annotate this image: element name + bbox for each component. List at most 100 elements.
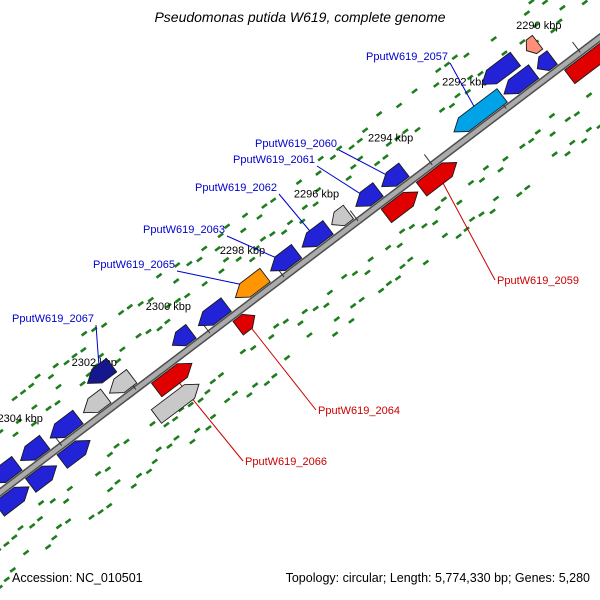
gc-plot-dash (455, 233, 462, 240)
gc-plot-dash (282, 318, 290, 325)
gc-plot-dash (463, 52, 470, 59)
gc-plot-dash (551, 151, 558, 158)
gene-arrow-PputW619_2057[interactable] (453, 88, 508, 133)
gc-plot-dash (402, 128, 409, 135)
gene-label-PputW619_2061[interactable]: PputW619_2061 (233, 154, 315, 166)
gene-arrow[interactable] (150, 383, 200, 424)
gene-arrow[interactable] (0, 486, 30, 517)
gene-arrow[interactable] (503, 64, 540, 95)
gene-arrow-PputW619_2067[interactable] (86, 357, 118, 384)
gc-plot-dash (301, 204, 309, 211)
gc-plot-dash (396, 242, 404, 249)
gc-plot-dash (209, 378, 217, 385)
gc-plot-dash (253, 245, 260, 251)
gc-plot-dash (10, 534, 18, 541)
gc-plot-dash (283, 354, 291, 361)
gc-plot-dash (351, 270, 359, 277)
gc-plot-dash (36, 515, 44, 522)
gc-plot-dash (105, 502, 113, 509)
gc-plot-dash (515, 191, 523, 198)
gene-arrow-PputW619_2061[interactable] (355, 182, 384, 207)
gc-plot-dash (361, 127, 369, 134)
gene-arrow[interactable] (49, 409, 84, 439)
gc-plot-dash (251, 382, 259, 389)
gc-plot-dash (201, 280, 209, 287)
gene-arrow-PputW619_2060[interactable] (381, 162, 410, 188)
label-leader-line (316, 165, 368, 199)
gene-arrow[interactable] (19, 434, 51, 461)
gene-arrow[interactable] (481, 51, 522, 85)
gc-plot-dash (384, 244, 392, 251)
gene-arrow-PputW619_2063[interactable] (269, 243, 303, 272)
gc-plot-dash (271, 372, 278, 379)
gc-plot-dash (568, 139, 576, 146)
gc-plot-dash (50, 534, 58, 541)
gc-plot-dash (27, 382, 35, 389)
gene-label-PputW619_2057[interactable]: PputW619_2057 (366, 51, 448, 63)
gene-arrow[interactable] (197, 297, 232, 327)
gc-plot-dash (414, 126, 421, 133)
gc-plot-dash (239, 227, 247, 234)
gene-arrow[interactable] (24, 465, 58, 493)
gc-plot-dash (197, 397, 204, 404)
gc-plot-dash (163, 318, 171, 325)
gc-plot-dash (532, 22, 540, 29)
gc-plot-dash (395, 102, 403, 109)
gc-plot-dash (15, 418, 23, 425)
label-leader-line (246, 321, 317, 411)
gc-plot-dash (123, 438, 130, 445)
gene-arrow-PputW619_2062[interactable] (301, 219, 334, 248)
gene-arrow-PputW619_2066[interactable] (150, 362, 193, 398)
gene-arrow[interactable] (108, 368, 138, 394)
gc-plot-dash (267, 333, 275, 340)
gc-plot-dash (106, 486, 114, 493)
gc-plot-dash (187, 401, 194, 408)
gene-arrow[interactable] (536, 50, 558, 71)
gc-plot-dash (492, 195, 500, 202)
gene-label-PputW619_2064[interactable]: PputW619_2064 (318, 405, 400, 417)
gene-label-PputW619_2066[interactable]: PputW619_2066 (245, 456, 327, 468)
gc-plot-dash (373, 160, 381, 167)
label-leader-line (438, 175, 496, 281)
gc-plot-dash (49, 497, 57, 504)
gene-arrow[interactable] (380, 191, 419, 224)
gc-plot-dash (149, 420, 156, 427)
gene-arrow[interactable] (525, 34, 544, 55)
gc-plot-dash (218, 268, 225, 275)
gene-label-PputW619_2065[interactable]: PputW619_2065 (93, 259, 175, 271)
gc-plot-dash (189, 438, 196, 445)
gc-plot-dash (478, 211, 485, 218)
gene-arrow-PputW619_2065[interactable] (234, 267, 271, 299)
gene-arrow[interactable] (56, 440, 91, 469)
gene-label-PputW619_2060[interactable]: PputW619_2060 (255, 138, 337, 150)
gene-arrow[interactable] (0, 455, 23, 484)
gc-plot-dash (356, 137, 364, 144)
gc-plot-dash (88, 514, 95, 521)
gene-arrow-PputW619_2059[interactable] (415, 162, 458, 197)
gc-plot-dash (312, 201, 319, 208)
gc-plot-dash (398, 228, 406, 235)
gc-plot-dash (528, 0, 535, 5)
gc-plot-dash (411, 88, 418, 95)
gene-label-PputW619_2062[interactable]: PputW619_2062 (195, 182, 277, 194)
gene-arrow[interactable] (331, 204, 355, 227)
gc-plot-dash (166, 443, 173, 450)
gene-arrow[interactable] (171, 323, 197, 347)
gc-plot-dash (315, 170, 322, 176)
gc-plot-dash (295, 179, 303, 186)
gene-arrow[interactable] (563, 26, 600, 85)
gc-plot-dash (246, 391, 253, 398)
gene-arrow-PputW619_2064[interactable] (232, 313, 256, 336)
gc-plot-dash (523, 184, 531, 191)
gene-label-PputW619_2059[interactable]: PputW619_2059 (497, 275, 579, 287)
gc-plot-dash (573, 110, 581, 117)
gc-plot-dash (3, 541, 10, 548)
gene-label-PputW619_2067[interactable]: PputW619_2067 (12, 313, 94, 325)
gene-arrow[interactable] (82, 388, 112, 414)
gene-label-PputW619_2063[interactable]: PputW619_2063 (143, 224, 225, 236)
gc-plot-dash (564, 116, 572, 123)
gc-plot-dash (585, 126, 593, 133)
